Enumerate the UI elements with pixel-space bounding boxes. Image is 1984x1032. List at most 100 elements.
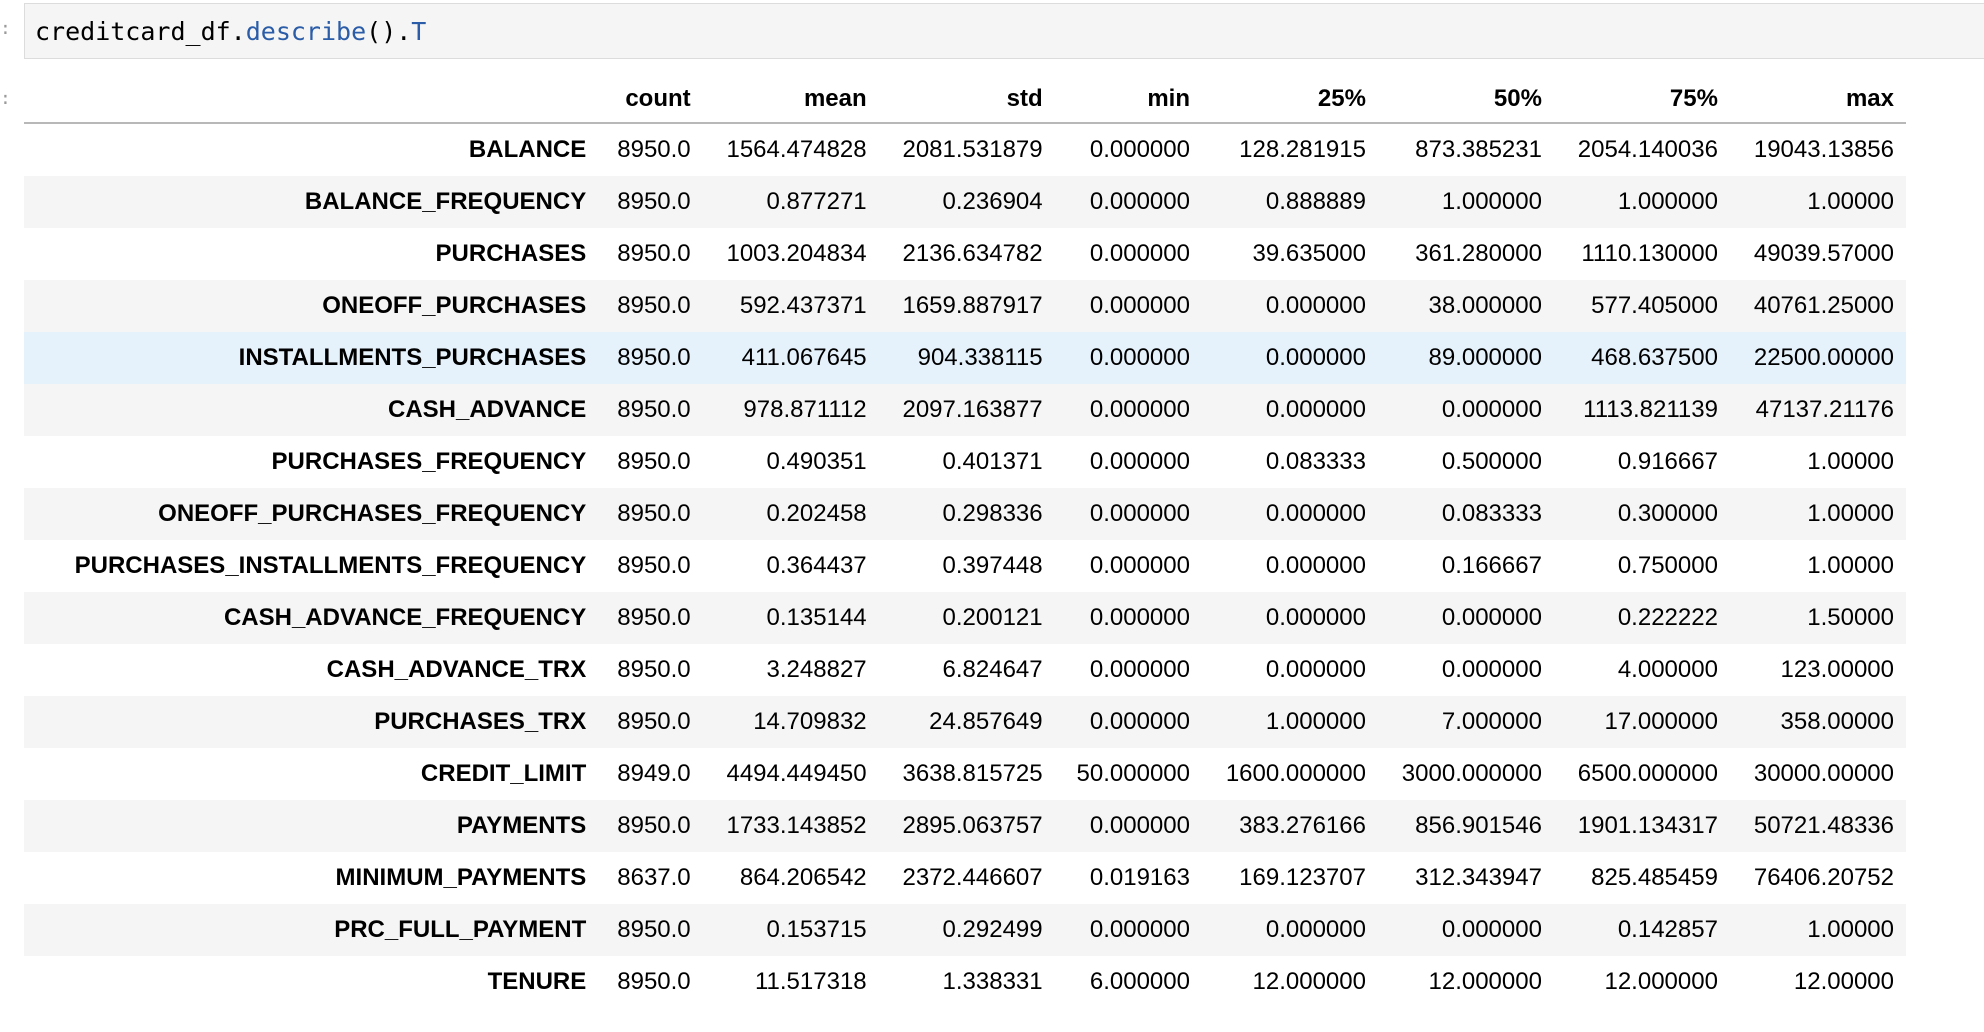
row-label: PAYMENTS	[456, 812, 587, 839]
table-cell: 0.135144	[766, 604, 867, 631]
table-cell: 8950.0	[617, 344, 691, 371]
table-cell: 12.00000	[1793, 968, 1894, 995]
table-cell: 1901.134317	[1577, 812, 1718, 839]
column-header: min	[1054, 76, 1202, 124]
table-cell: 49039.57000	[1753, 240, 1894, 267]
table-cell: 8950.0	[617, 656, 691, 683]
table-cell: 358.00000	[1780, 708, 1894, 735]
code-object: creditcard_df.	[35, 17, 246, 46]
table-cell: 411.067645	[741, 344, 867, 371]
table-cell: 856.901546	[1415, 812, 1542, 839]
row-label: MINIMUM_PAYMENTS	[335, 864, 587, 891]
row-label: PURCHASES_INSTALLMENTS_FREQUENCY	[74, 552, 587, 579]
table-cell: 0.877271	[766, 188, 867, 215]
table-cell: 24.857649	[929, 708, 1043, 735]
table-cell: 0.000000	[1089, 604, 1190, 631]
table-cell: 1564.474828	[726, 136, 867, 163]
row-label: ONEOFF_PURCHASES_FREQUENCY	[158, 500, 587, 527]
table-cell: 6500.000000	[1577, 760, 1718, 787]
table-cell: 0.000000	[1265, 604, 1366, 631]
row-label: TENURE	[487, 968, 587, 995]
table-cell: 8950.0	[617, 604, 691, 631]
table-cell: 0.750000	[1617, 552, 1718, 579]
table-header-row: count mean std min 25% 50% 75% max	[24, 76, 1906, 124]
table-cell: 873.385231	[1415, 136, 1542, 163]
table-cell: 38.000000	[1428, 292, 1542, 319]
table-cell: 592.437371	[739, 292, 867, 319]
code-method: describe	[245, 17, 367, 46]
code-parens: ().	[366, 17, 412, 46]
table-cell: 0.019163	[1089, 864, 1190, 891]
table-row: CASH_ADVANCE_FREQUENCY 8950.0 0.135144 0.20…	[24, 592, 1906, 644]
table-cell: 1.00000	[1807, 448, 1894, 475]
table-cell: 8950.0	[617, 240, 691, 267]
table-row: PURCHASES_FREQUENCY 8950.0 0.490351 0.40137…	[24, 436, 1906, 488]
table-cell: 6.824647	[942, 656, 1043, 683]
table-cell: 8950.0	[617, 136, 691, 163]
table-cell: 12.000000	[1252, 968, 1366, 995]
table-row: PAYMENTS 8950.0 1733.143852 2895.063757 0.00…	[24, 800, 1906, 852]
table-row: TENURE 8950.0 11.517318 1.338331 6.000000 12.…	[24, 956, 1906, 1008]
table-cell: 1003.204834	[726, 240, 867, 267]
table-row: CASH_ADVANCE 8950.0 978.871112 2097.163877 0…	[24, 384, 1906, 436]
table-cell: 0.490351	[766, 448, 867, 475]
column-header: 50%	[1377, 76, 1554, 124]
table-cell: 0.000000	[1265, 552, 1366, 579]
index-header	[24, 76, 599, 124]
table-cell: 0.397448	[942, 552, 1043, 579]
table-cell: 0.000000	[1089, 292, 1190, 319]
table-row: CREDIT_LIMIT 8949.0 4494.449450 3638.815725…	[24, 748, 1906, 800]
table-cell: 3.248827	[766, 656, 867, 683]
table-cell: 17.000000	[1604, 708, 1718, 735]
table-row: CASH_ADVANCE_TRX 8950.0 3.248827 6.824647 0.…	[24, 644, 1906, 696]
table-cell: 0.000000	[1089, 500, 1190, 527]
table-cell: 0.142857	[1617, 916, 1718, 943]
table-cell: 8950.0	[617, 916, 691, 943]
row-label: CASH_ADVANCE_FREQUENCY	[223, 604, 587, 631]
table-cell: 0.401371	[942, 448, 1043, 475]
table-cell: 468.637500	[1591, 344, 1718, 371]
table-cell: 0.000000	[1089, 448, 1190, 475]
table-cell: 1.00000	[1807, 552, 1894, 579]
table-cell: 1113.821139	[1583, 396, 1718, 423]
table-cell: 8950.0	[617, 188, 691, 215]
row-label: CREDIT_LIMIT	[420, 760, 587, 787]
row-label: BALANCE	[468, 136, 587, 163]
table-cell: 8950.0	[617, 292, 691, 319]
table-cell: 2097.163877	[902, 396, 1043, 423]
table-row: ONEOFF_PURCHASES 8950.0 592.437371 1659.887…	[24, 280, 1906, 332]
table-cell: 128.281915	[1239, 136, 1366, 163]
row-label: ONEOFF_PURCHASES	[322, 292, 587, 319]
table-cell: 0.000000	[1441, 604, 1542, 631]
table-row: PURCHASES_INSTALLMENTS_FREQUENCY 8950.0 0.…	[24, 540, 1906, 592]
table-cell: 0.000000	[1441, 396, 1542, 423]
describe-output-table: count mean std min 25% 50% 75% max BALANCE 8950.…	[24, 76, 1906, 1008]
table-cell: 0.000000	[1089, 708, 1190, 735]
table-cell: 14.709832	[753, 708, 867, 735]
table-cell: 2372.446607	[902, 864, 1043, 891]
table-cell: 50721.48336	[1753, 812, 1894, 839]
table-cell: 361.280000	[1415, 240, 1542, 267]
row-label: BALANCE_FREQUENCY	[304, 188, 587, 215]
table-cell: 0.298336	[942, 500, 1043, 527]
table-cell: 0.202458	[766, 500, 867, 527]
code-cell[interactable]: creditcard_df.describe().T	[24, 3, 1984, 59]
table-cell: 0.222222	[1617, 604, 1718, 631]
table-cell: 4494.449450	[726, 760, 867, 787]
row-label: INSTALLMENTS_PURCHASES	[238, 344, 587, 371]
column-header: mean	[702, 76, 879, 124]
table-cell: 11.517318	[754, 968, 867, 995]
table-cell: 0.300000	[1617, 500, 1718, 527]
table-row: ONEOFF_PURCHASES_FREQUENCY 8950.0 0.202458…	[24, 488, 1906, 540]
table-cell: 0.000000	[1441, 656, 1542, 683]
table-row: INSTALLMENTS_PURCHASES 8950.0 411.067645 90…	[24, 332, 1906, 384]
table-row: PURCHASES_TRX 8950.0 14.709832 24.857649 0.0…	[24, 696, 1906, 748]
table-cell: 169.123707	[1239, 864, 1366, 891]
table-cell: 8950.0	[617, 708, 691, 735]
table-cell: 0.083333	[1265, 448, 1366, 475]
table-row: PURCHASES 8950.0 1003.204834 2136.634782 0.0…	[24, 228, 1906, 280]
table-cell: 0.236904	[942, 188, 1043, 215]
table-cell: 89.000000	[1428, 344, 1542, 371]
table-cell: 1.00000	[1807, 188, 1894, 215]
table-cell: 0.000000	[1089, 344, 1190, 371]
